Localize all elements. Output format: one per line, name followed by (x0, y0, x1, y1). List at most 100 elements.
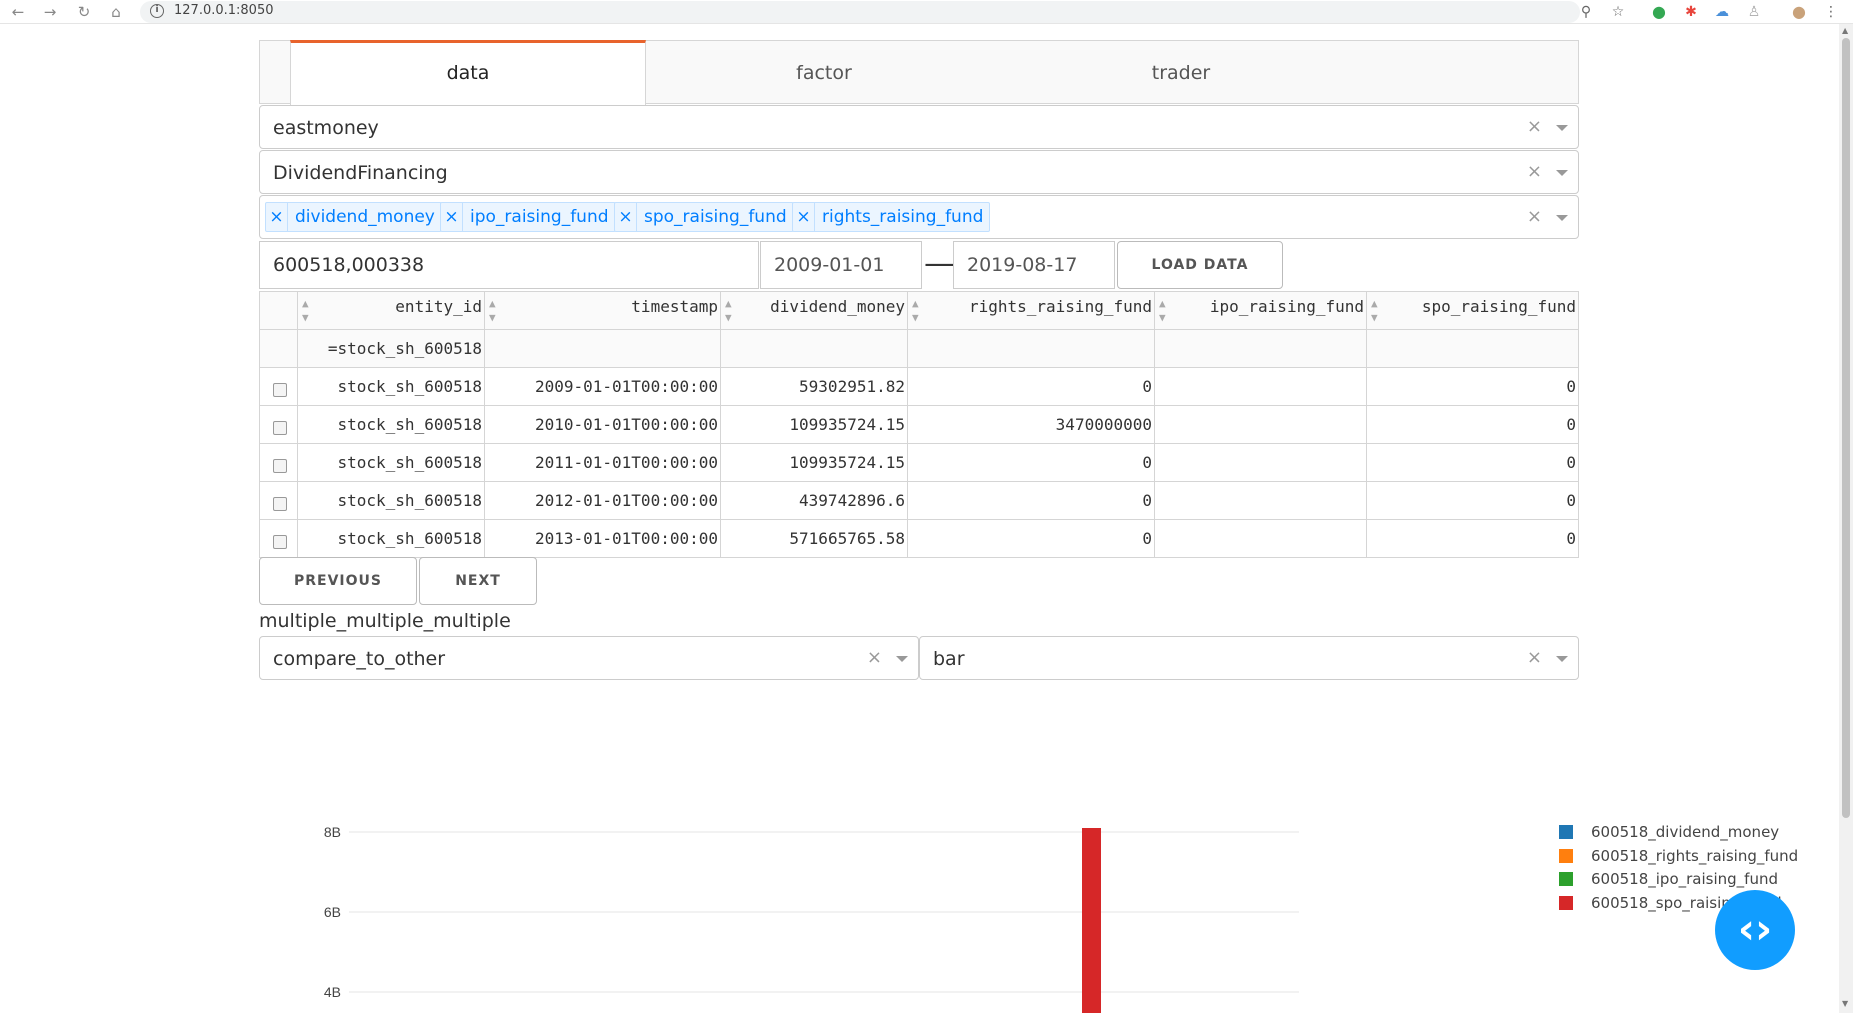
zoom-icon[interactable]: ⚲ (1580, 4, 1592, 20)
row-checkbox[interactable] (272, 421, 287, 435)
clear-icon[interactable]: × (1526, 161, 1542, 182)
dev-tools-button[interactable]: ‹› (1715, 890, 1795, 970)
start-date-value: 2009-01-01 (774, 254, 885, 276)
chevron-down-icon[interactable] (896, 656, 908, 662)
sort-icon[interactable]: ▲ ▼ (912, 296, 919, 324)
filter-ipo_raising_fund[interactable] (1154, 329, 1367, 368)
extension-asterisk-icon[interactable]: ✱ (1685, 4, 1697, 20)
address-bar[interactable] (140, 1, 1580, 23)
remove-chip-icon[interactable]: × (793, 203, 815, 231)
legend-item[interactable]: 600518_ipo_raising_fund (1559, 869, 1778, 889)
sort-icon[interactable]: ▲ ▼ (1371, 296, 1378, 324)
legend-item[interactable]: 600518_dividend_money (1559, 822, 1779, 842)
chart-type-select[interactable]: bar × (919, 636, 1579, 680)
back-icon[interactable]: ← (11, 3, 25, 21)
filter-spo_raising_fund[interactable] (1366, 329, 1579, 368)
reload-icon[interactable]: ↻ (77, 3, 91, 21)
sort-icon[interactable]: ▲ ▼ (1159, 296, 1166, 324)
tab-bar: data factor trader (259, 40, 1579, 106)
column-chip: × spo_raising_fund (614, 202, 794, 232)
extension-person-icon[interactable]: ♙ (1747, 4, 1761, 20)
bar-chart: 8B 6B 4B 600518_dividend_money 600518_righ… (259, 700, 1798, 1013)
legend-swatch (1559, 825, 1573, 839)
clear-icon[interactable]: × (1526, 206, 1542, 227)
legend-swatch (1559, 896, 1573, 910)
home-icon[interactable]: ⌂ (111, 3, 121, 21)
column-header-timestamp[interactable]: ▲ ▼ timestamp (484, 291, 721, 330)
columns-multiselect[interactable]: × dividend_money × ipo_raising_fund × spo_r… (259, 195, 1579, 239)
site-info-icon[interactable]: i (150, 4, 164, 18)
y-tick-label: 4B (324, 984, 341, 1000)
next-button[interactable]: NEXT (419, 557, 537, 605)
previous-button[interactable]: PREVIOUS (259, 557, 417, 605)
remove-chip-icon[interactable]: × (266, 203, 288, 231)
codes-input[interactable]: 600518,000338 (259, 241, 759, 289)
column-header-entity_id[interactable]: ▲ ▼ entity_id (297, 291, 485, 330)
end-date-input[interactable]: 2019-08-17 (953, 241, 1115, 289)
schema-select[interactable]: DividendFinancing × (259, 150, 1579, 194)
table-header-row: ▲ ▼ entity_id ▲ ▼ timestamp ▲ ▼ dividend_money… (259, 291, 1579, 330)
sort-icon[interactable]: ▲ ▼ (489, 296, 496, 324)
schema-value: DividendFinancing (273, 162, 448, 184)
forward-icon[interactable]: → (43, 3, 57, 21)
row-checkbox[interactable] (272, 383, 287, 397)
row-checkbox[interactable] (272, 535, 287, 549)
compare-value: compare_to_other (273, 648, 446, 670)
filter-timestamp[interactable] (484, 329, 721, 368)
provider-select[interactable]: eastmoney × (259, 105, 1579, 149)
code-brackets-icon: ‹› (1737, 904, 1773, 953)
clear-icon[interactable]: × (1526, 116, 1542, 137)
scrollbar-thumb[interactable] (1842, 38, 1850, 818)
column-chip: × dividend_money (265, 202, 442, 232)
y-tick-label: 8B (324, 824, 341, 840)
column-header-spo_raising_fund[interactable]: ▲ ▼ spo_raising_fund (1366, 291, 1579, 330)
menu-icon[interactable]: ⋮ (1824, 4, 1838, 20)
table-row: stock_sh_600518 2010-01-01T00:00:00 1099… (259, 405, 1579, 444)
legend-swatch (1559, 872, 1573, 886)
table-row: stock_sh_600518 2011-01-01T00:00:00 1099… (259, 443, 1579, 482)
chart-caption: multiple_multiple_multiple (259, 610, 511, 632)
profile-avatar[interactable]: ● (1792, 2, 1806, 21)
sort-icon[interactable]: ▲ ▼ (725, 296, 732, 324)
extension-green-icon[interactable]: ● (1652, 2, 1666, 21)
column-header-rights_raising_fund[interactable]: ▲ ▼ rights_raising_fund (907, 291, 1155, 330)
column-header-ipo_raising_fund[interactable]: ▲ ▼ ipo_raising_fund (1154, 291, 1367, 330)
filter-row: =stock_sh_600518 (259, 329, 1579, 368)
chevron-down-icon[interactable] (1556, 215, 1568, 221)
column-header-dividend_money[interactable]: ▲ ▼ dividend_money (720, 291, 908, 330)
row-checkbox[interactable] (272, 497, 287, 511)
start-date-input[interactable]: 2009-01-01 (760, 241, 922, 289)
chevron-down-icon[interactable] (1556, 125, 1568, 131)
chart-svg: 8B 6B 4B (324, 824, 1299, 1013)
remove-chip-icon[interactable]: × (441, 203, 463, 231)
chevron-down-icon[interactable] (1556, 656, 1568, 662)
clear-icon[interactable]: × (1526, 647, 1542, 668)
scroll-down-icon[interactable]: ▼ (1842, 999, 1849, 1008)
legend-item[interactable]: 600518_rights_raising_fund (1559, 846, 1798, 866)
column-chip: × ipo_raising_fund (440, 202, 616, 232)
browser-toolbar: ← → ↻ ⌂ i 127.0.0.1:8050 ⚲ ☆ ● ✱ ☁ ♙ ● ⋮ (0, 0, 1853, 24)
remove-chip-icon[interactable]: × (615, 203, 637, 231)
compare-select[interactable]: compare_to_other × (259, 636, 919, 680)
sort-icon[interactable]: ▲ ▼ (302, 296, 309, 324)
select-column-header (259, 291, 298, 330)
bookmark-star-icon[interactable]: ☆ (1611, 4, 1625, 20)
bar[interactable] (1082, 828, 1101, 1013)
extension-cloud-icon[interactable]: ☁ (1715, 4, 1729, 20)
tab-data[interactable]: data (290, 40, 646, 106)
url-text: 127.0.0.1:8050 (174, 3, 274, 18)
chevron-down-icon[interactable] (1556, 170, 1568, 176)
clear-icon[interactable]: × (866, 647, 882, 668)
chip-label: rights_raising_fund (822, 207, 984, 227)
filter-rights_raising_fund[interactable] (907, 329, 1155, 368)
table-row: stock_sh_600518 2009-01-01T00:00:00 5930… (259, 367, 1579, 406)
tab-factor[interactable]: factor (796, 62, 852, 84)
tab-trader[interactable]: trader (1151, 62, 1211, 84)
chip-label: dividend_money (295, 207, 435, 227)
filter-entity_id[interactable]: =stock_sh_600518 (297, 329, 485, 368)
row-checkbox[interactable] (272, 459, 287, 473)
load-data-button[interactable]: LOAD DATA (1117, 241, 1283, 289)
page-scrollbar[interactable]: ▲ ▼ (1839, 24, 1853, 1013)
filter-dividend_money[interactable] (720, 329, 908, 368)
scroll-up-icon[interactable]: ▲ (1842, 26, 1849, 35)
